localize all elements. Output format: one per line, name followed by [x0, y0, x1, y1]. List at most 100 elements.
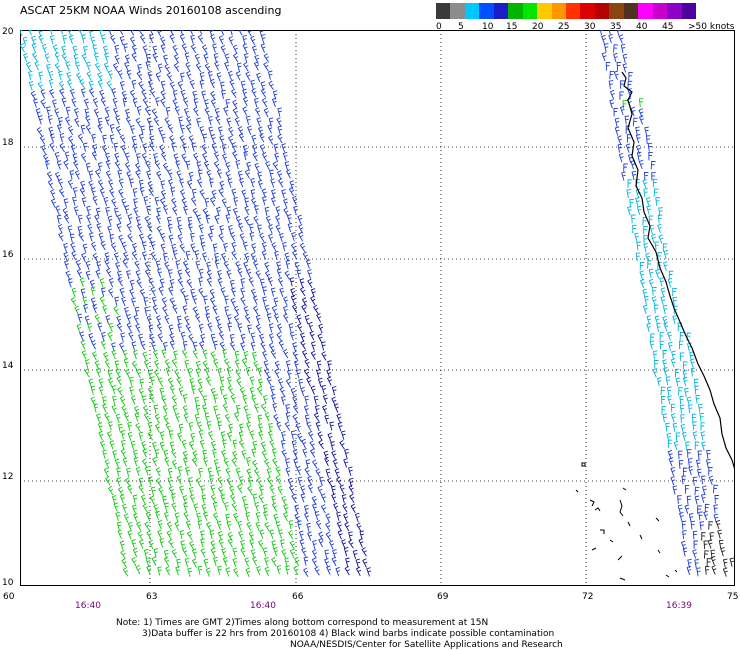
- wind-barb: [295, 422, 301, 433]
- wind-barb: [145, 557, 151, 567]
- wind-barb: [261, 250, 267, 260]
- wind-barb: [154, 160, 161, 170]
- wind-barb: [218, 538, 224, 549]
- wind-barb: [599, 30, 604, 36]
- wind-barb: [84, 368, 90, 378]
- wind-barb: [164, 358, 170, 369]
- wind-barb: [115, 115, 121, 125]
- wind-barb: [159, 431, 165, 441]
- wind-barb: [209, 196, 216, 207]
- wind-barb: [114, 54, 120, 65]
- wind-barb: [310, 295, 316, 306]
- wind-barb: [205, 376, 212, 386]
- wind-barb: [76, 323, 82, 334]
- wind-barb: [182, 393, 188, 404]
- wind-barb: [157, 529, 163, 539]
- wind-barb: [92, 44, 98, 54]
- wind-barb: [285, 458, 290, 468]
- wind-barb: [247, 485, 253, 495]
- wind-barb: [682, 431, 687, 442]
- longitude-label: 69: [437, 592, 449, 602]
- wind-barb: [240, 539, 245, 550]
- wind-barb: [265, 160, 271, 171]
- wind-barb: [280, 439, 286, 450]
- legend-label: 0: [436, 22, 442, 32]
- wind-barb: [80, 288, 86, 298]
- wind-barb: [301, 547, 307, 557]
- wind-barb: [102, 134, 107, 144]
- wind-barb: [150, 341, 156, 351]
- wind-barb: [88, 80, 94, 90]
- wind-barb: [160, 243, 166, 253]
- wind-barb: [675, 377, 681, 387]
- wind-barb: [667, 395, 672, 405]
- wind-barb: [99, 278, 105, 288]
- wind-barb: [213, 405, 218, 415]
- wind-barb: [336, 521, 342, 531]
- wind-barb: [240, 296, 246, 306]
- wind-barb: [184, 52, 190, 62]
- wind-barb: [206, 521, 212, 532]
- wind-barb: [209, 78, 216, 89]
- wind-barb: [71, 97, 77, 108]
- wind-barb: [627, 80, 633, 90]
- wind-barb: [215, 466, 221, 477]
- wind-barb: [285, 565, 290, 575]
- wind-barb: [619, 105, 625, 116]
- wind-barb: [162, 305, 168, 316]
- wind-barb: [194, 396, 199, 406]
- wind-barb: [136, 105, 142, 116]
- wind-barb: [238, 30, 243, 36]
- wind-barb: [126, 170, 132, 181]
- wind-barb: [246, 413, 251, 424]
- wind-barb: [203, 457, 209, 467]
- wind-barb: [268, 117, 274, 127]
- wind-barb: [243, 306, 249, 316]
- wind-barb: [86, 71, 92, 81]
- wind-barb: [264, 566, 270, 576]
- wind-barb: [184, 315, 190, 325]
- wind-barb: [223, 106, 229, 116]
- wind-barb: [219, 225, 225, 235]
- wind-barb: [172, 90, 178, 100]
- wind-barb: [117, 529, 123, 539]
- wind-barb: [200, 241, 206, 252]
- wind-barb: [352, 549, 358, 560]
- wind-barb: [124, 306, 129, 317]
- wind-barb: [261, 152, 268, 162]
- wind-barb: [181, 197, 187, 208]
- wind-barb: [54, 171, 61, 182]
- wind-barb: [123, 412, 130, 422]
- wind-barb: [237, 323, 243, 333]
- wind-barb: [168, 485, 175, 496]
- wind-barb: [204, 63, 211, 73]
- wind-barb: [217, 421, 223, 431]
- wind-barb: [224, 501, 229, 512]
- wind-barb: [206, 169, 212, 180]
- wind-barb: [224, 61, 230, 71]
- wind-barb: [160, 232, 166, 243]
- wind-barb: [219, 135, 225, 145]
- wind-barb: [315, 421, 321, 431]
- legend-label: 15: [506, 22, 518, 32]
- wind-barb: [104, 115, 110, 126]
- wind-barb: [143, 548, 149, 559]
- wind-barb: [79, 78, 85, 89]
- wind-barb: [229, 485, 235, 496]
- wind-barb: [327, 360, 332, 370]
- wind-barb: [111, 342, 116, 352]
- wind-barb: [151, 296, 157, 306]
- wind-barb: [185, 466, 190, 476]
- wind-barb: [191, 548, 197, 558]
- legend-label: 25: [558, 22, 570, 32]
- wind-barb: [718, 539, 724, 549]
- wind-barb: [105, 152, 111, 163]
- wind-barb: [124, 152, 130, 162]
- wind-barb: [290, 387, 296, 398]
- wind-barb: [321, 404, 328, 415]
- wind-barb: [202, 207, 209, 218]
- wind-barb: [663, 366, 668, 377]
- wind-barb: [344, 521, 350, 532]
- wind-barb: [257, 378, 263, 388]
- wind-barb: [129, 288, 135, 298]
